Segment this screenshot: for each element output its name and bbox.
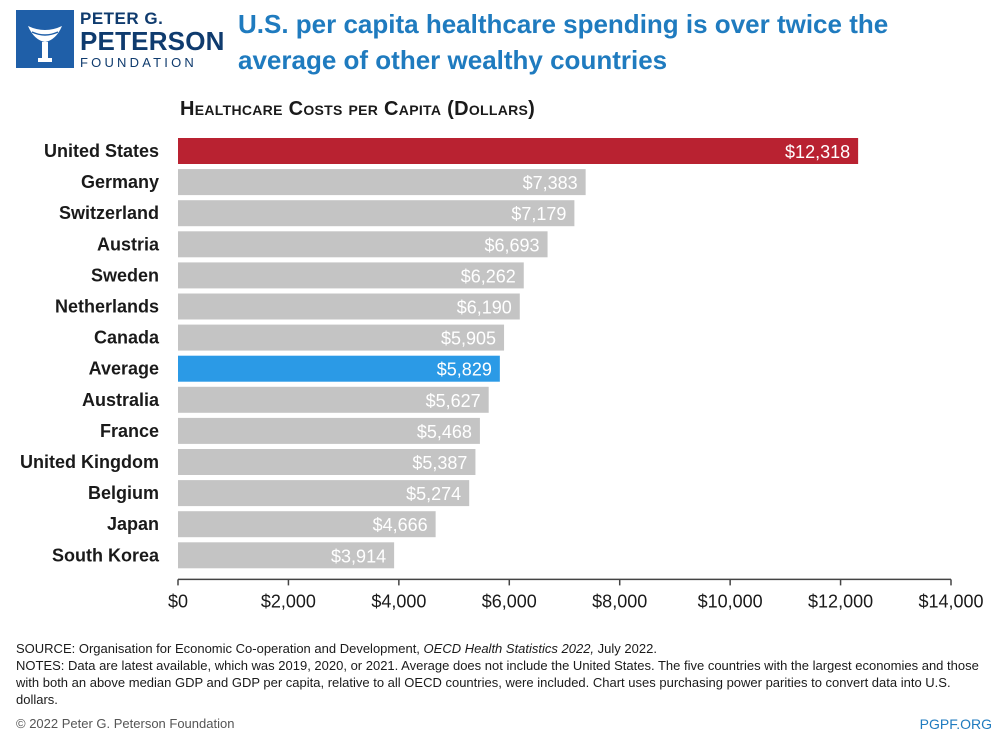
x-tick-label: $8,000 xyxy=(592,591,647,610)
value-label: $6,190 xyxy=(457,298,512,318)
torch-icon xyxy=(16,10,74,68)
x-tick-label: $6,000 xyxy=(482,591,537,610)
category-label: Belgium xyxy=(88,483,159,503)
headline: U.S. per capita healthcare spending is o… xyxy=(238,9,889,75)
category-label: Canada xyxy=(94,328,160,348)
bar xyxy=(178,200,575,227)
x-tick-label: $4,000 xyxy=(371,591,426,610)
bar xyxy=(178,169,586,196)
foundation-logo: PETER G. PETERSON FOUNDATION xyxy=(16,10,224,69)
category-label: Australia xyxy=(82,390,160,410)
bar xyxy=(178,480,470,507)
category-label: France xyxy=(100,421,159,441)
category-label: United States xyxy=(44,141,159,161)
bar xyxy=(178,449,476,475)
source-suffix: July 2022. xyxy=(594,641,657,656)
value-label: $5,829 xyxy=(437,360,492,380)
site-link[interactable]: PGPF.ORG xyxy=(919,716,992,732)
category-label: South Korea xyxy=(52,545,160,565)
bar xyxy=(178,324,505,351)
logo-line-1: PETER G. xyxy=(80,9,164,28)
value-label: $12,318 xyxy=(785,142,850,162)
value-label: $5,905 xyxy=(441,329,496,349)
logo-line-3: FOUNDATION xyxy=(80,55,197,70)
bar-chart: United States $12,318 Germany $7,383 Switzer… xyxy=(20,138,984,610)
notes-line: NOTES: Data are latest available, which … xyxy=(16,658,979,707)
value-label: $5,468 xyxy=(417,422,472,442)
category-label: Japan xyxy=(107,514,159,534)
category-label: Switzerland xyxy=(59,203,159,223)
copyright: © 2022 Peter G. Peterson Foundation xyxy=(16,716,235,731)
value-label: $6,262 xyxy=(461,266,516,286)
bar xyxy=(178,417,480,444)
value-label: $5,274 xyxy=(406,484,461,504)
category-label: Average xyxy=(89,359,159,379)
bar xyxy=(178,355,500,382)
value-label: $5,627 xyxy=(426,391,481,411)
x-tick-label: $0 xyxy=(168,591,188,610)
bar xyxy=(178,231,548,258)
value-label: $5,387 xyxy=(412,453,467,473)
bar xyxy=(178,262,524,289)
source-prefix: SOURCE: Organisation for Economic Co-ope… xyxy=(16,641,424,656)
x-tick-label: $2,000 xyxy=(261,591,316,610)
bar xyxy=(178,511,436,538)
bar xyxy=(178,386,489,413)
value-label: $6,693 xyxy=(484,235,539,255)
category-label: Austria xyxy=(97,234,160,254)
source-publication: OECD Health Statistics 2022, xyxy=(423,641,595,656)
value-label: $4,666 xyxy=(373,515,428,535)
logo-line-2: PETERSON xyxy=(80,26,225,56)
value-label: $3,914 xyxy=(331,546,386,566)
value-label: $7,179 xyxy=(511,204,566,224)
bar xyxy=(178,138,859,164)
category-label: Germany xyxy=(81,172,159,192)
bar xyxy=(178,293,520,320)
source-notes: SOURCE: Organisation for Economic Co-ope… xyxy=(16,640,986,708)
category-label: Sweden xyxy=(91,265,159,285)
x-tick-label: $12,000 xyxy=(808,591,873,610)
x-tick-label: $10,000 xyxy=(698,591,763,610)
category-label: Netherlands xyxy=(55,297,159,317)
bar xyxy=(178,542,395,569)
source-line: SOURCE: Organisation for Economic Co-ope… xyxy=(16,640,986,657)
value-label: $7,383 xyxy=(523,173,578,193)
category-label: United Kingdom xyxy=(20,452,159,472)
chart-title: Healthcare Costs per Capita (Dollars) xyxy=(180,98,536,120)
x-tick-label: $14,000 xyxy=(918,591,983,610)
